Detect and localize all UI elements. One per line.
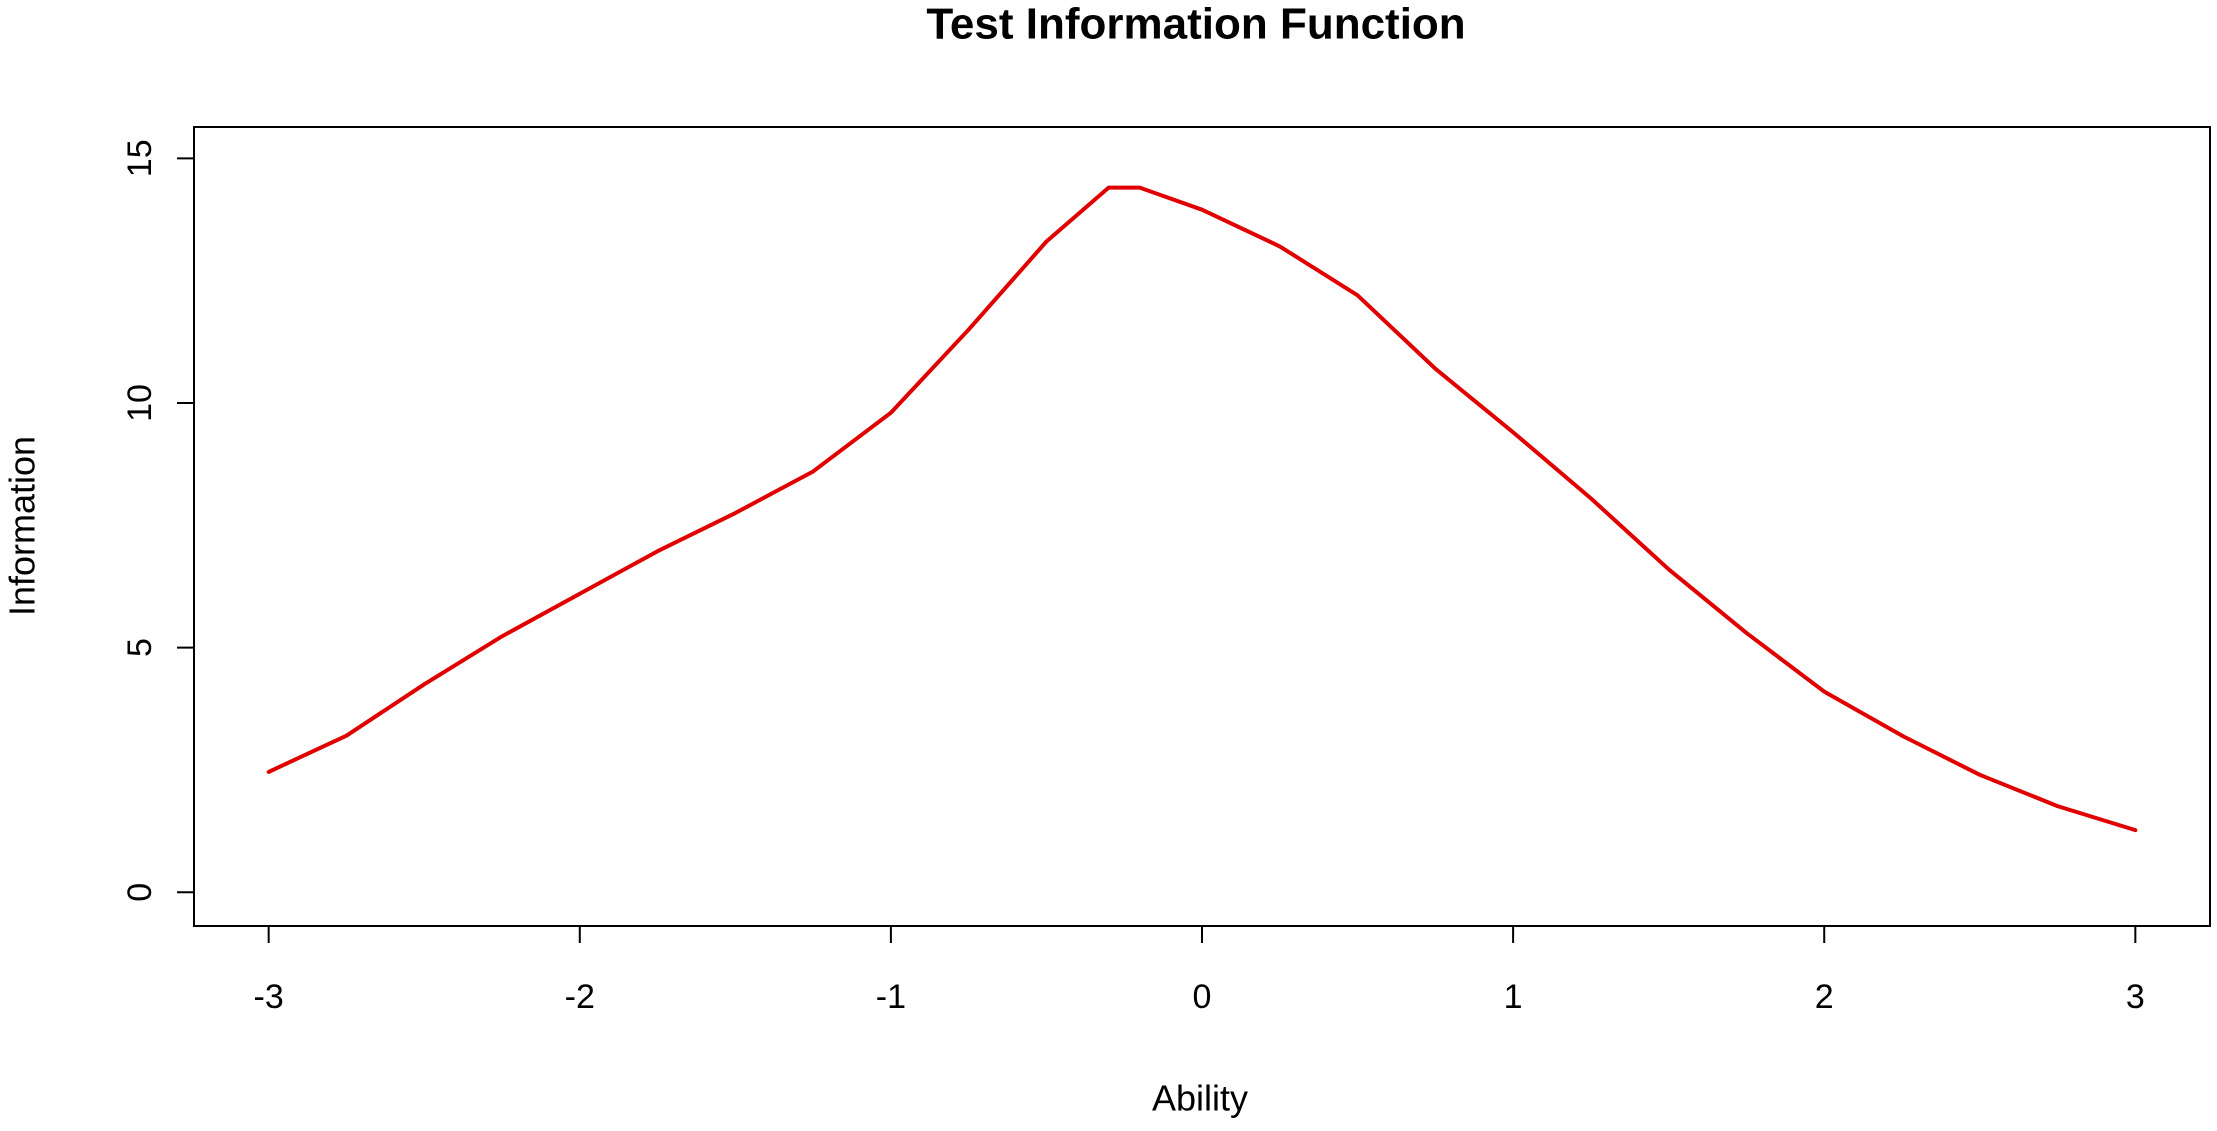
x-tick-label: 2 (1815, 978, 1834, 1016)
y-tick-label: 15 (121, 139, 159, 177)
x-axis-label: Ability (1152, 1078, 1248, 1119)
y-tick-label: 0 (121, 883, 159, 902)
y-tick-label: 10 (121, 384, 159, 422)
chart-title: Test Information Function (926, 0, 1465, 49)
plot-frame (193, 126, 2211, 927)
data-line (266, 185, 2138, 833)
x-tick-label: 1 (1504, 978, 1523, 1016)
x-tick-label: 3 (2126, 978, 2145, 1016)
x-tick-label: -3 (254, 978, 284, 1016)
x-tick-label: 0 (1193, 978, 1212, 1016)
y-tick-label: 5 (121, 638, 159, 657)
x-tick-label: -1 (876, 978, 906, 1016)
x-tick-label: -2 (565, 978, 595, 1016)
y-axis-label: Information (2, 436, 43, 616)
